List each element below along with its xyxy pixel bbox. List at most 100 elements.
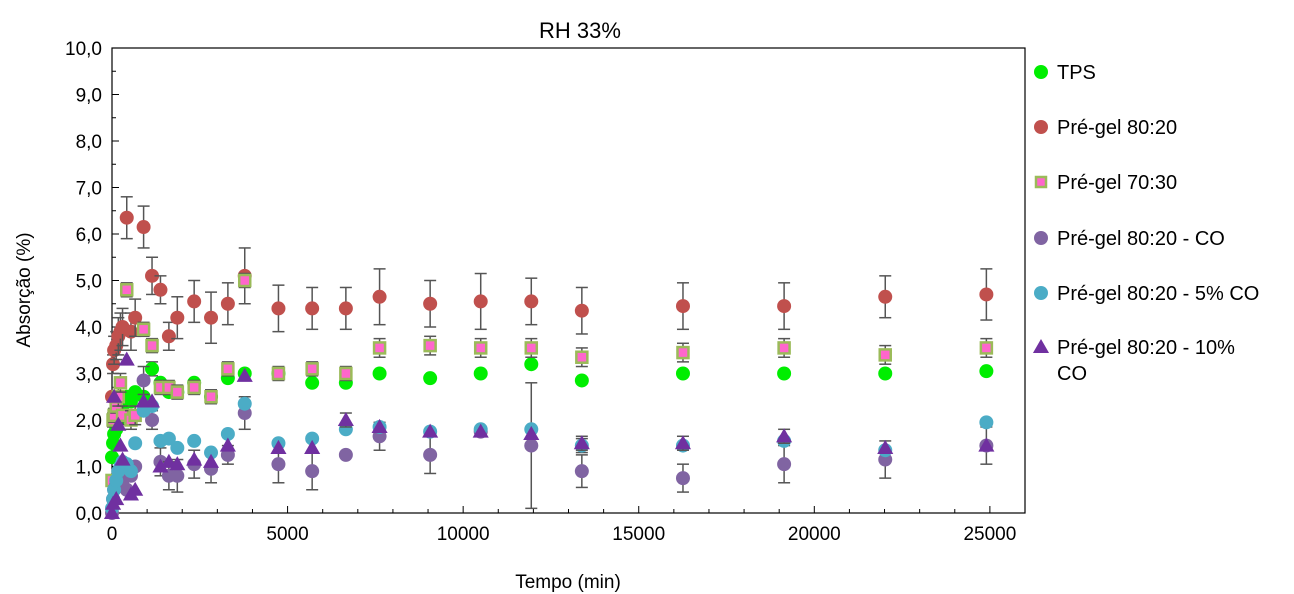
data-point bbox=[202, 453, 220, 468]
data-point bbox=[339, 366, 353, 381]
data-point bbox=[271, 301, 286, 316]
data-point bbox=[979, 341, 994, 355]
data-point bbox=[305, 362, 319, 376]
legend-item: Pré-gel 80:20 - CO bbox=[1034, 228, 1225, 250]
data-point bbox=[371, 418, 388, 434]
data-point bbox=[221, 362, 235, 376]
data-point bbox=[423, 371, 438, 386]
data-point bbox=[473, 341, 488, 355]
data-point bbox=[979, 415, 994, 430]
data-point bbox=[204, 390, 218, 404]
data-point bbox=[118, 351, 135, 366]
data-point bbox=[978, 437, 995, 452]
data-point bbox=[169, 456, 186, 471]
data-point bbox=[145, 338, 159, 353]
x-tick-label: 10000 bbox=[437, 524, 490, 545]
data-point bbox=[472, 423, 489, 438]
data-point bbox=[777, 366, 792, 381]
data-point bbox=[170, 310, 185, 325]
data-point bbox=[145, 361, 160, 376]
data-point bbox=[372, 341, 387, 355]
data-point bbox=[236, 367, 253, 382]
chart-title: RH 33% bbox=[539, 18, 621, 43]
data-point bbox=[103, 504, 121, 520]
data-point bbox=[153, 282, 168, 297]
plot-area: 0 5000 10000 15000 20000 25000 0,0 1,0 2,0 3,0 4,0… bbox=[65, 39, 1026, 545]
y-tick-label: 3,0 bbox=[76, 365, 102, 386]
data-point bbox=[305, 464, 320, 479]
data-point bbox=[877, 439, 894, 454]
data-point bbox=[338, 301, 353, 316]
data-point bbox=[187, 380, 201, 395]
data-point bbox=[337, 411, 354, 427]
legend-label: Pré-gel 80:20 - CO bbox=[1057, 228, 1225, 250]
data-point bbox=[524, 341, 539, 355]
data-point bbox=[128, 310, 143, 325]
y-tick-label: 7,0 bbox=[76, 179, 102, 200]
data-point bbox=[422, 423, 439, 438]
data-point bbox=[136, 220, 151, 235]
legend-marker bbox=[1034, 120, 1048, 134]
data-point bbox=[305, 301, 320, 316]
data-point bbox=[777, 341, 791, 355]
series-5 bbox=[103, 351, 995, 520]
y-tick-label: 6,0 bbox=[76, 225, 102, 246]
y-tick-label: 0,0 bbox=[76, 504, 102, 525]
data-point bbox=[305, 375, 320, 390]
legend-label: TPS bbox=[1057, 62, 1096, 84]
legend-item: Pré-gel 70:30 bbox=[1034, 172, 1177, 194]
data-point bbox=[372, 289, 387, 304]
data-point bbox=[878, 366, 893, 381]
data-point bbox=[114, 451, 131, 466]
data-point bbox=[170, 468, 185, 483]
data-point bbox=[524, 438, 539, 453]
data-point bbox=[271, 457, 286, 472]
data-point bbox=[979, 364, 994, 379]
legend: TPS Pré-gel 80:20 Pré-gel 70:30 Pré-gel 80:… bbox=[1032, 62, 1259, 385]
data-point bbox=[112, 437, 129, 452]
data-point bbox=[523, 425, 540, 440]
legend-marker bbox=[1034, 286, 1048, 300]
data-point bbox=[573, 435, 590, 450]
data-point bbox=[152, 458, 169, 473]
data-point bbox=[220, 296, 235, 311]
legend-item: Pré-gel 80:20 bbox=[1034, 117, 1177, 139]
data-point bbox=[423, 338, 437, 353]
data-point bbox=[219, 437, 236, 452]
data-point bbox=[161, 431, 176, 446]
data-point bbox=[145, 268, 160, 283]
data-point bbox=[674, 435, 692, 450]
data-point bbox=[675, 471, 690, 486]
legend-label: Pré-gel 80:20 - 10% bbox=[1057, 337, 1235, 359]
data-point bbox=[106, 388, 123, 403]
data-point bbox=[187, 433, 202, 448]
y-tick-label: 9,0 bbox=[76, 86, 102, 107]
legend-item: Pré-gel 80:20 - 5% CO bbox=[1034, 283, 1259, 305]
legend-marker bbox=[1034, 231, 1048, 245]
data-point bbox=[574, 464, 589, 479]
data-point bbox=[119, 283, 134, 297]
data-point bbox=[110, 416, 127, 431]
data-point bbox=[271, 366, 286, 381]
data-point bbox=[187, 294, 202, 309]
y-tick-label: 5,0 bbox=[76, 272, 102, 293]
data-point bbox=[204, 310, 219, 325]
data-point bbox=[675, 299, 690, 314]
data-point bbox=[473, 294, 488, 309]
x-tick-label: 5000 bbox=[266, 524, 308, 545]
data-point bbox=[143, 393, 161, 408]
data-point bbox=[777, 299, 792, 314]
data-point bbox=[170, 385, 185, 399]
data-point bbox=[305, 431, 320, 446]
y-tick-label: 4,0 bbox=[76, 318, 102, 339]
y-tick-label: 8,0 bbox=[76, 132, 102, 153]
data-point bbox=[372, 366, 387, 381]
data-point bbox=[113, 376, 128, 390]
data-point bbox=[161, 329, 176, 344]
legend-label: CO bbox=[1057, 363, 1087, 385]
data-point bbox=[128, 436, 143, 451]
data-point bbox=[675, 366, 690, 381]
x-tick-label: 20000 bbox=[788, 524, 841, 545]
data-point bbox=[304, 439, 321, 454]
legend-marker bbox=[1034, 175, 1048, 189]
